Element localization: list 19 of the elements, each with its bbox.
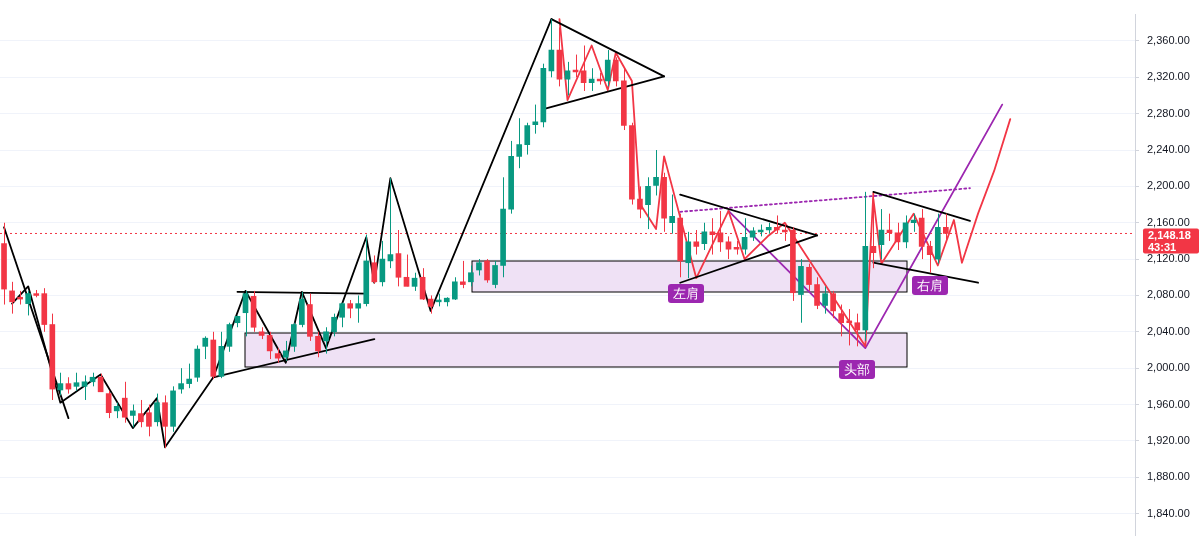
- ref-line-label: 2,148.18: [1148, 228, 1191, 241]
- y-tick-label: 2,280.00: [1147, 106, 1190, 119]
- y-tick-label: 2,360.00: [1147, 33, 1190, 46]
- y-tick-label: 2,040.00: [1147, 324, 1190, 337]
- y-tick-label: 2,200.00: [1147, 179, 1190, 192]
- y-tick-label: 2,120.00: [1147, 252, 1190, 265]
- annotation: 头部: [844, 361, 870, 377]
- y-tick-label: 2,160.00: [1147, 215, 1190, 228]
- annotation: 左肩: [673, 285, 699, 301]
- y-tick-label: 1,960.00: [1147, 397, 1190, 410]
- y-tick-label: 2,000.00: [1147, 361, 1190, 374]
- y-tick-label: 1,920.00: [1147, 433, 1190, 446]
- text: 43:31: [1148, 240, 1177, 253]
- y-tick-label: 2,080.00: [1147, 288, 1190, 301]
- y-tick-label: 2,240.00: [1147, 143, 1190, 156]
- y-tick-label: 2,320.00: [1147, 70, 1190, 83]
- y-tick-label: 1,880.00: [1147, 470, 1190, 483]
- y-tick-label: 1,840.00: [1147, 506, 1190, 519]
- annotation: 右肩: [917, 277, 943, 293]
